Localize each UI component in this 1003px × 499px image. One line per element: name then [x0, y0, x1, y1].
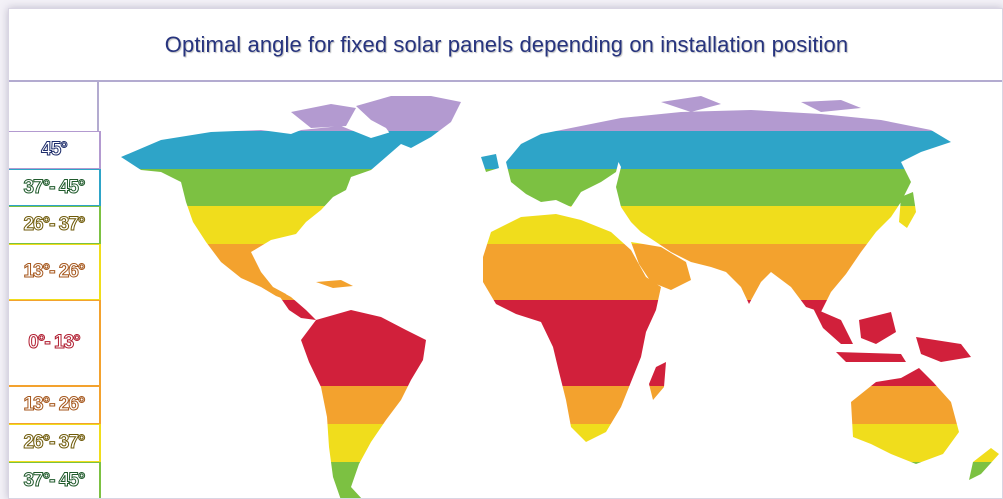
legend-label: 37°- 45°: [23, 470, 86, 492]
legend-item-45: 45°: [9, 131, 101, 169]
band-13-26: [121, 206, 999, 244]
title-bar: Optimal angle for fixed solar panels dep…: [9, 9, 1002, 82]
legend-label: 0°- 13°: [28, 332, 81, 354]
legend: 45° 37°- 45° 26°- 37° 13°- 26° 0°- 13° 1…: [9, 82, 101, 498]
legend-item-26-37: 26°- 37°: [9, 206, 101, 244]
band-37-45: [121, 131, 999, 169]
legend-label: 26°- 37°: [23, 432, 86, 454]
legend-label: 45°: [41, 139, 69, 161]
legend-item-26-37-south: 26°- 37°: [9, 424, 101, 462]
legend-item-37-45: 37°- 45°: [9, 169, 101, 206]
world-map: [101, 82, 1002, 498]
legend-item-13-26-south: 13°- 26°: [9, 386, 101, 424]
legend-header-cell: [9, 82, 99, 131]
legend-item-0-13: 0°- 13°: [9, 300, 101, 386]
band-0-13: [121, 300, 999, 386]
legend-label: 13°- 26°: [23, 394, 86, 416]
legend-item-13-26-north: 13°- 26°: [9, 244, 101, 300]
band-26-37-south: [121, 424, 999, 462]
band-45: [121, 96, 999, 131]
band-37-45-south: [121, 462, 999, 498]
climate-bands: [121, 96, 999, 498]
legend-label: 13°- 26°: [23, 261, 86, 283]
map-title: Optimal angle for fixed solar panels dep…: [164, 31, 849, 57]
band-13-26-south: [121, 386, 999, 424]
figure-frame: Optimal angle for fixed solar panels dep…: [8, 8, 1003, 499]
legend-label: 26°- 37°: [23, 214, 86, 236]
legend-label: 37°- 45°: [23, 176, 86, 198]
band-13-26-orange: [121, 244, 999, 300]
world-map-svg: [121, 96, 999, 498]
band-26-37: [121, 169, 999, 206]
legend-item-37-45-south: 37°- 45°: [9, 462, 101, 498]
